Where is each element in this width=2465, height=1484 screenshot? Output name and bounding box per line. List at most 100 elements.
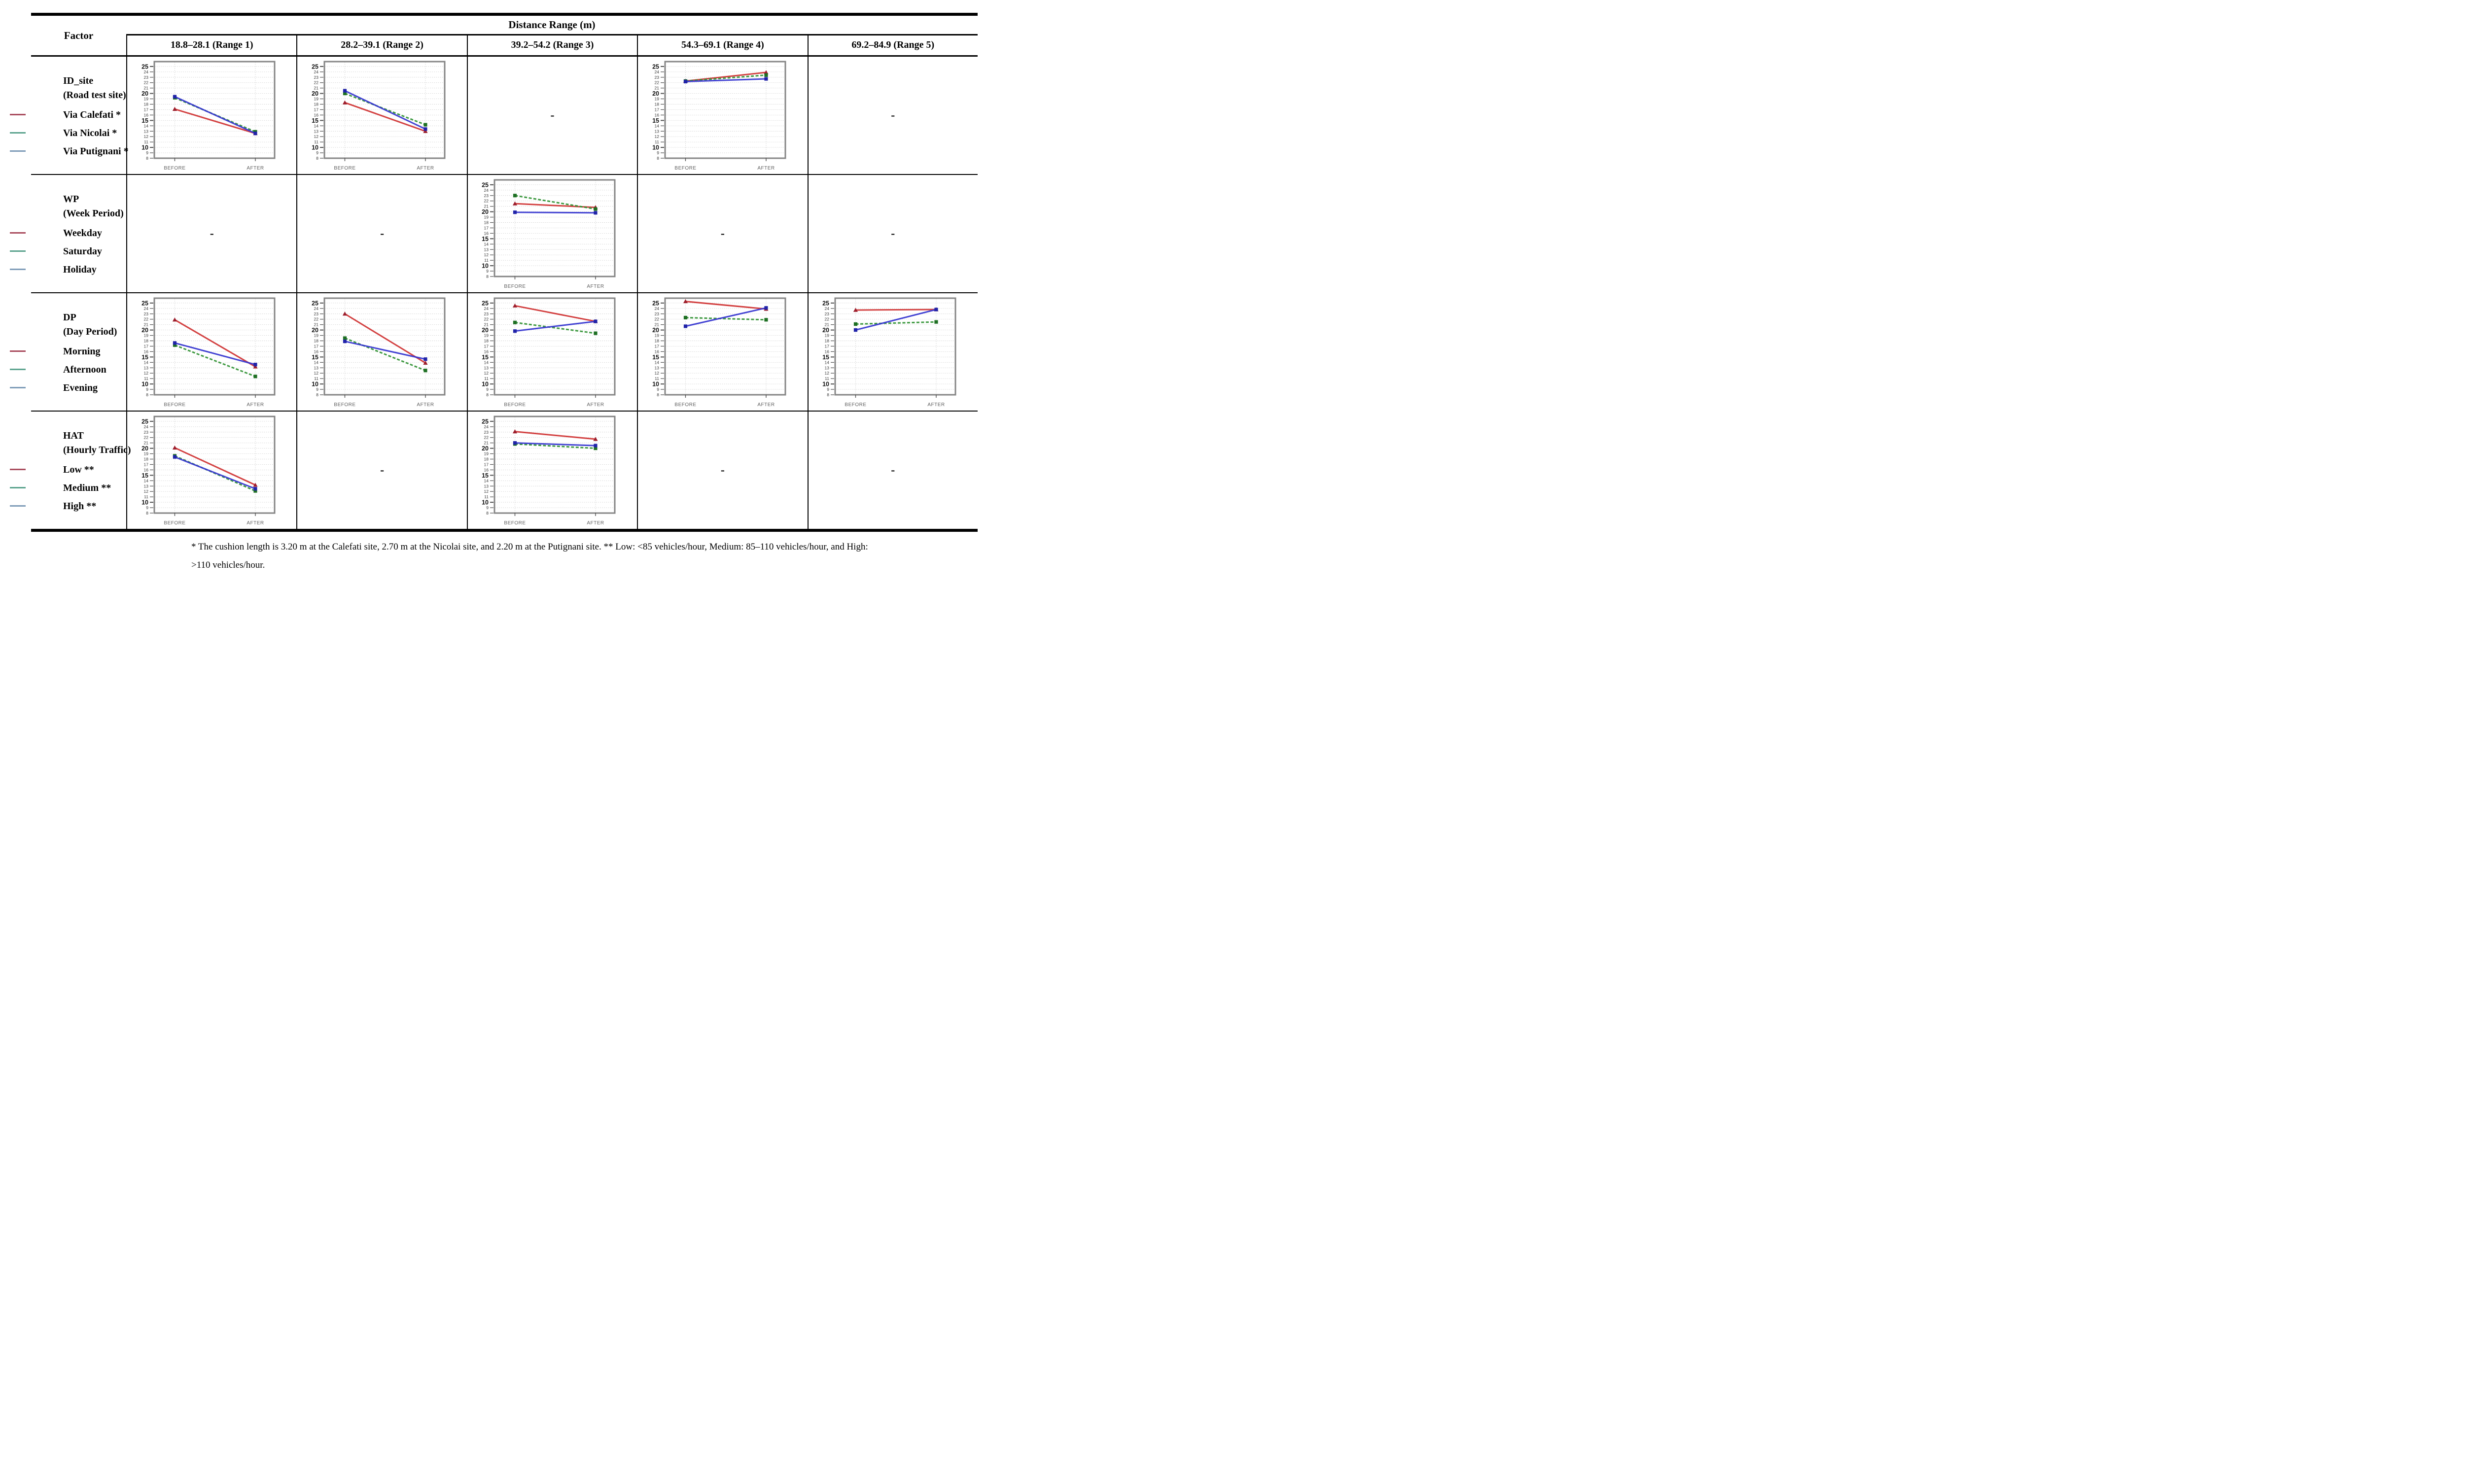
no-data-dash: - (380, 464, 385, 477)
data-point-marker-blue (253, 363, 257, 367)
data-point-marker-red (593, 437, 599, 441)
series-line-green (685, 316, 766, 321)
svg-text:20: 20 (652, 327, 659, 334)
svg-text:8: 8 (146, 392, 148, 397)
series-line-blue (344, 90, 426, 130)
svg-text:8: 8 (316, 156, 318, 161)
legend-line-red-icon (10, 114, 26, 115)
svg-text:17: 17 (654, 344, 659, 348)
legend-item: Afternoon (10, 364, 126, 376)
series-line-blue (174, 96, 256, 134)
svg-text:15: 15 (312, 117, 318, 124)
svg-text:16: 16 (825, 349, 830, 354)
legend-label: Medium ** (63, 482, 111, 493)
svg-text:9: 9 (487, 269, 489, 274)
svg-text:23: 23 (143, 430, 148, 435)
no-data-dash: - (720, 227, 725, 240)
svg-text:8: 8 (827, 392, 830, 397)
svg-text:12: 12 (143, 134, 148, 139)
svg-text:23: 23 (484, 430, 489, 435)
data-point-marker-green (253, 375, 257, 379)
svg-text:19: 19 (143, 451, 148, 456)
data-point-marker-green (173, 343, 176, 347)
svg-text:15: 15 (482, 354, 489, 361)
svg-text:18: 18 (143, 339, 148, 344)
table-header: Factor Distance Range (m) 18.8–28.1 (Ran… (31, 13, 978, 57)
svg-text:8: 8 (487, 274, 489, 279)
no-data-dash: - (891, 109, 895, 122)
column-header-range-1: 18.8–28.1 (Range 1) (126, 35, 296, 55)
svg-text:14: 14 (143, 478, 148, 483)
factor-description: (Week Period) (63, 207, 124, 219)
data-point-marker-red (172, 445, 177, 450)
legend-label: Afternoon (63, 364, 106, 375)
svg-text:22: 22 (484, 435, 489, 440)
cell-WP-range-3: 8 9 10 11 12 13 14 15 16 17 18 19 20 21 22 23 24 25 BEFORE… (466, 175, 637, 292)
legend-label: Via Putignani * (63, 145, 129, 157)
series-line-red (174, 319, 256, 368)
factor-cell-HAT: HAT (Hourly Traffic) Low ** Medium ** High *… (10, 412, 131, 529)
svg-text:13: 13 (484, 483, 489, 488)
svg-text:18: 18 (825, 339, 830, 344)
svg-text:15: 15 (482, 236, 489, 242)
svg-text:9: 9 (827, 387, 830, 392)
svg-text:25: 25 (822, 300, 829, 307)
factor-description: (Road test site) (63, 89, 126, 101)
cell-WP-range-2: - (296, 175, 466, 292)
legend-line-green-icon (10, 132, 26, 134)
data-point-marker-green (594, 447, 598, 450)
data-point-marker-green (854, 322, 858, 326)
svg-text:15: 15 (822, 354, 829, 361)
data-point-marker-green (683, 315, 687, 320)
svg-text:25: 25 (312, 300, 318, 307)
data-point-marker-red (342, 100, 348, 104)
legend-label: Weekday (63, 227, 102, 239)
svg-text:11: 11 (314, 376, 318, 381)
svg-text:9: 9 (146, 150, 148, 155)
legend-label: Via Nicolai * (63, 127, 117, 138)
legend-item: Via Nicolai * (10, 127, 126, 139)
svg-text:17: 17 (654, 107, 659, 112)
x-tick-label: BEFORE (334, 166, 356, 171)
svg-text:21: 21 (825, 322, 830, 327)
series-line-red (685, 71, 767, 82)
x-tick-label: AFTER (417, 166, 434, 171)
svg-text:8: 8 (487, 511, 489, 516)
table-row-ID_site: ID_site (Road test site) Via Calefati * Via… (10, 57, 978, 175)
data-point-marker-blue (173, 95, 176, 99)
factor-cell-DP: DP (Day Period) Morning Afternoon Evening (10, 293, 126, 411)
svg-text:9: 9 (146, 387, 148, 392)
data-point-marker-green (423, 123, 427, 127)
column-header-range-2: 28.2–39.1 (Range 2) (296, 35, 466, 55)
factor-code: ID_site (63, 75, 94, 86)
cell-DP-range-3: 8 9 10 11 12 13 14 15 16 17 18 19 20 21 22 23 24 25 BEFORE… (466, 293, 637, 411)
svg-text:24: 24 (314, 69, 319, 74)
svg-text:23: 23 (825, 311, 830, 316)
factor-column-header: Factor (64, 29, 94, 41)
series-line-red (515, 431, 596, 440)
svg-text:21: 21 (143, 86, 148, 91)
column-header-range-4: 54.3–69.1 (Range 4) (637, 35, 807, 55)
svg-text:18: 18 (654, 339, 659, 344)
data-point-marker-red (172, 317, 177, 322)
svg-text:14: 14 (484, 478, 489, 483)
svg-text:24: 24 (654, 306, 659, 311)
svg-text:10: 10 (141, 381, 148, 388)
x-tick-label: AFTER (587, 402, 604, 408)
svg-text:25: 25 (652, 300, 659, 307)
svg-text:20: 20 (141, 445, 148, 452)
svg-text:19: 19 (484, 215, 489, 220)
svg-text:15: 15 (141, 354, 148, 361)
svg-text:9: 9 (487, 505, 489, 510)
svg-text:14: 14 (314, 360, 319, 365)
legend-item: High ** (10, 500, 126, 512)
svg-text:11: 11 (144, 494, 148, 499)
data-point-marker-blue (423, 357, 427, 361)
svg-text:17: 17 (143, 107, 148, 112)
table-body: ID_site (Road test site) Via Calefati * Via… (10, 57, 978, 532)
svg-text:20: 20 (482, 445, 489, 452)
cell-HAT-range-2: - (296, 412, 466, 529)
svg-text:21: 21 (143, 441, 148, 446)
svg-text:13: 13 (484, 247, 489, 252)
